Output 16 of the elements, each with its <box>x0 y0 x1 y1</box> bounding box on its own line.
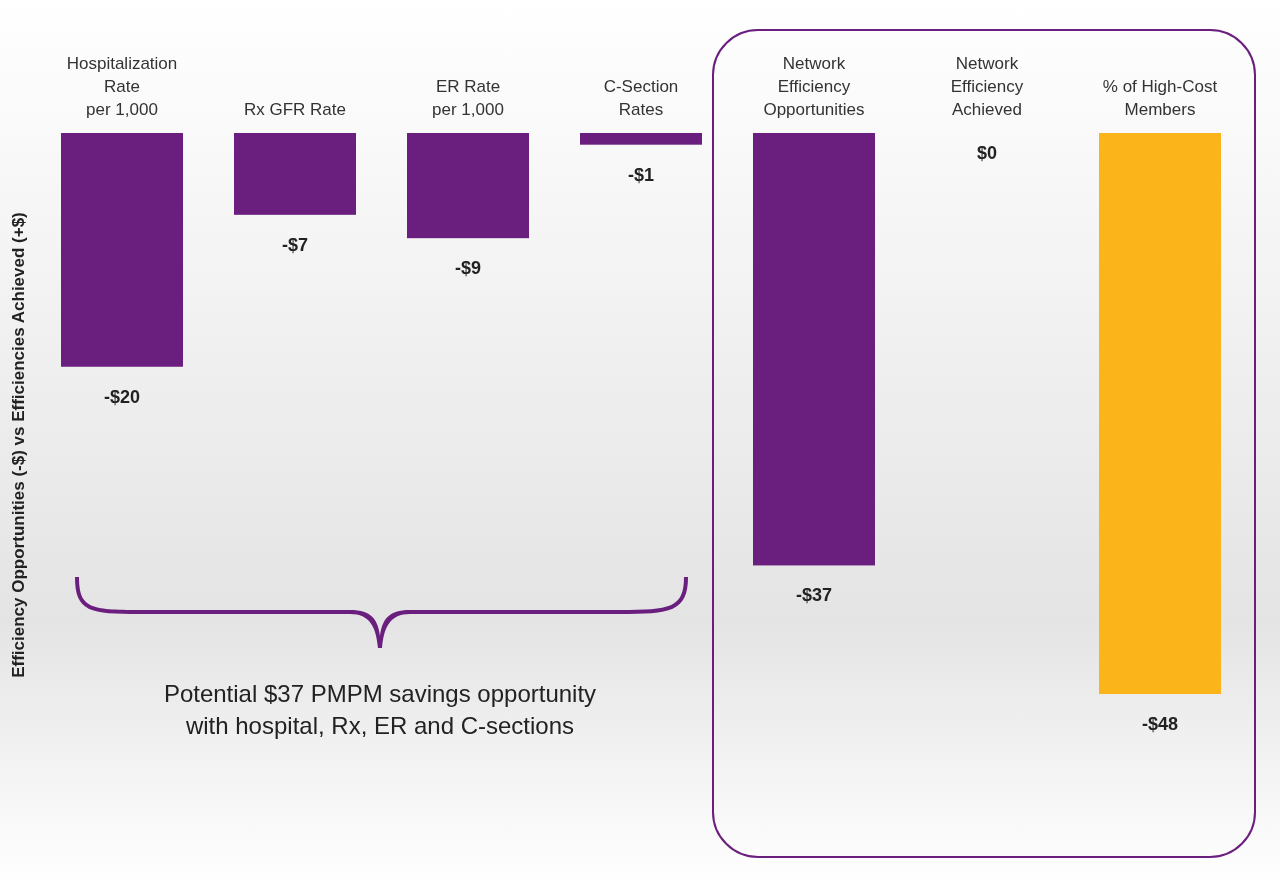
data-label: -$1 <box>627 164 655 185</box>
data-label: -$7 <box>281 234 309 255</box>
x-tick-label: Hospitalization Rate per 1,000 <box>66 54 178 119</box>
data-label: -$20 <box>103 386 141 407</box>
data-label: $0 <box>976 143 998 163</box>
x-tick-label: ER Rate per 1,000 <box>432 77 504 119</box>
data-label: -$48 <box>1141 714 1179 734</box>
data-label: -$37 <box>795 585 833 606</box>
y-axis-title: Efficiency Opportunities (-$) vs Efficiencies Achieved (+$) <box>9 212 28 678</box>
x-tick-label: C-Section Rates <box>603 77 679 119</box>
data-label: -$9 <box>454 258 482 279</box>
annotation: Potential $37 PMPM savings opportunity with hospital, Rx, ER and C-sections <box>163 680 597 739</box>
x-tick-label: Network Efficiency Achieved <box>950 54 1024 119</box>
x-tick-label: Network Efficiency Opportunities <box>763 54 865 119</box>
x-tick-label: Rx GFR Rate <box>243 100 347 119</box>
x-tick-label: % of High-Cost Members <box>1102 77 1218 119</box>
